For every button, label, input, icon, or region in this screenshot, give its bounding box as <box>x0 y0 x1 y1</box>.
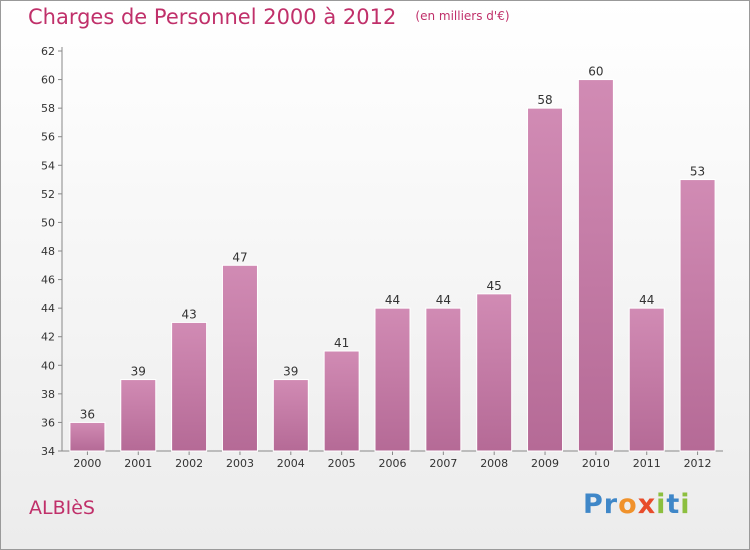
y-tick-label: 54 <box>41 159 55 172</box>
y-tick-label: 46 <box>41 274 55 287</box>
x-tick-label: 2001 <box>124 457 152 470</box>
bar <box>628 307 665 452</box>
title-block: Charges de Personnel 2000 à 2012 (en mil… <box>28 5 510 29</box>
x-tick-label: 2004 <box>277 457 305 470</box>
y-tick-label: 52 <box>41 188 55 201</box>
data-label: 44 <box>385 293 400 307</box>
data-label: 45 <box>487 279 502 293</box>
logo-letter: i <box>680 489 691 520</box>
y-tick-label: 38 <box>41 388 55 401</box>
data-label: 58 <box>537 93 552 107</box>
logo-letter: P <box>583 489 604 520</box>
data-label: 53 <box>690 165 705 179</box>
bar <box>69 421 106 452</box>
bar <box>679 179 716 452</box>
bar <box>323 350 360 452</box>
x-tick-label: 2005 <box>328 457 356 470</box>
x-tick-label: 2006 <box>379 457 407 470</box>
bar <box>577 79 614 452</box>
x-tick-label: 2008 <box>480 457 508 470</box>
chart-title: Charges de Personnel 2000 à 2012 <box>28 5 397 29</box>
data-label: 39 <box>283 365 298 379</box>
proxiti-logo: Proxiti <box>583 489 691 520</box>
x-tick-label: 2007 <box>429 457 457 470</box>
y-tick-label: 48 <box>41 245 55 258</box>
y-tick-label: 40 <box>41 359 55 372</box>
y-tick-label: 60 <box>41 74 55 87</box>
bar <box>374 307 411 452</box>
bar <box>425 307 462 452</box>
bar <box>171 321 208 452</box>
y-tick-label: 62 <box>41 45 55 58</box>
logo-letter: i <box>656 489 667 520</box>
x-tick-label: 2012 <box>684 457 712 470</box>
y-tick-label: 42 <box>41 331 55 344</box>
x-tick-label: 2009 <box>531 457 559 470</box>
town-name: ALBIèS <box>29 497 95 519</box>
y-tick-label: 56 <box>41 131 55 144</box>
y-tick-label: 50 <box>41 216 55 229</box>
logo-letter: o <box>618 489 638 520</box>
data-label: 47 <box>232 250 247 264</box>
y-tick-label: 34 <box>41 445 55 458</box>
x-tick-label: 2011 <box>633 457 661 470</box>
x-tick-label: 2002 <box>175 457 203 470</box>
bar <box>476 293 513 452</box>
y-tick-label: 36 <box>41 416 55 429</box>
bar <box>120 379 157 452</box>
x-tick-label: 2010 <box>582 457 610 470</box>
data-label: 36 <box>80 407 95 421</box>
y-tick-label: 58 <box>41 102 55 115</box>
logo-letter: r <box>603 489 619 520</box>
data-label: 41 <box>334 336 349 350</box>
data-label: 60 <box>588 65 603 79</box>
logo-letter: t <box>666 489 681 520</box>
bar <box>221 264 258 452</box>
bar <box>272 379 309 452</box>
y-tick-label: 44 <box>41 302 55 315</box>
data-label: 39 <box>131 365 146 379</box>
bar <box>527 107 564 452</box>
logo-letter: x <box>637 489 657 520</box>
data-label: 44 <box>436 293 451 307</box>
x-tick-label: 2000 <box>73 457 101 470</box>
chart-subtitle: (en milliers d'€) <box>415 9 510 23</box>
data-label: 44 <box>639 293 654 307</box>
data-label: 43 <box>181 307 196 321</box>
x-tick-label: 2003 <box>226 457 254 470</box>
